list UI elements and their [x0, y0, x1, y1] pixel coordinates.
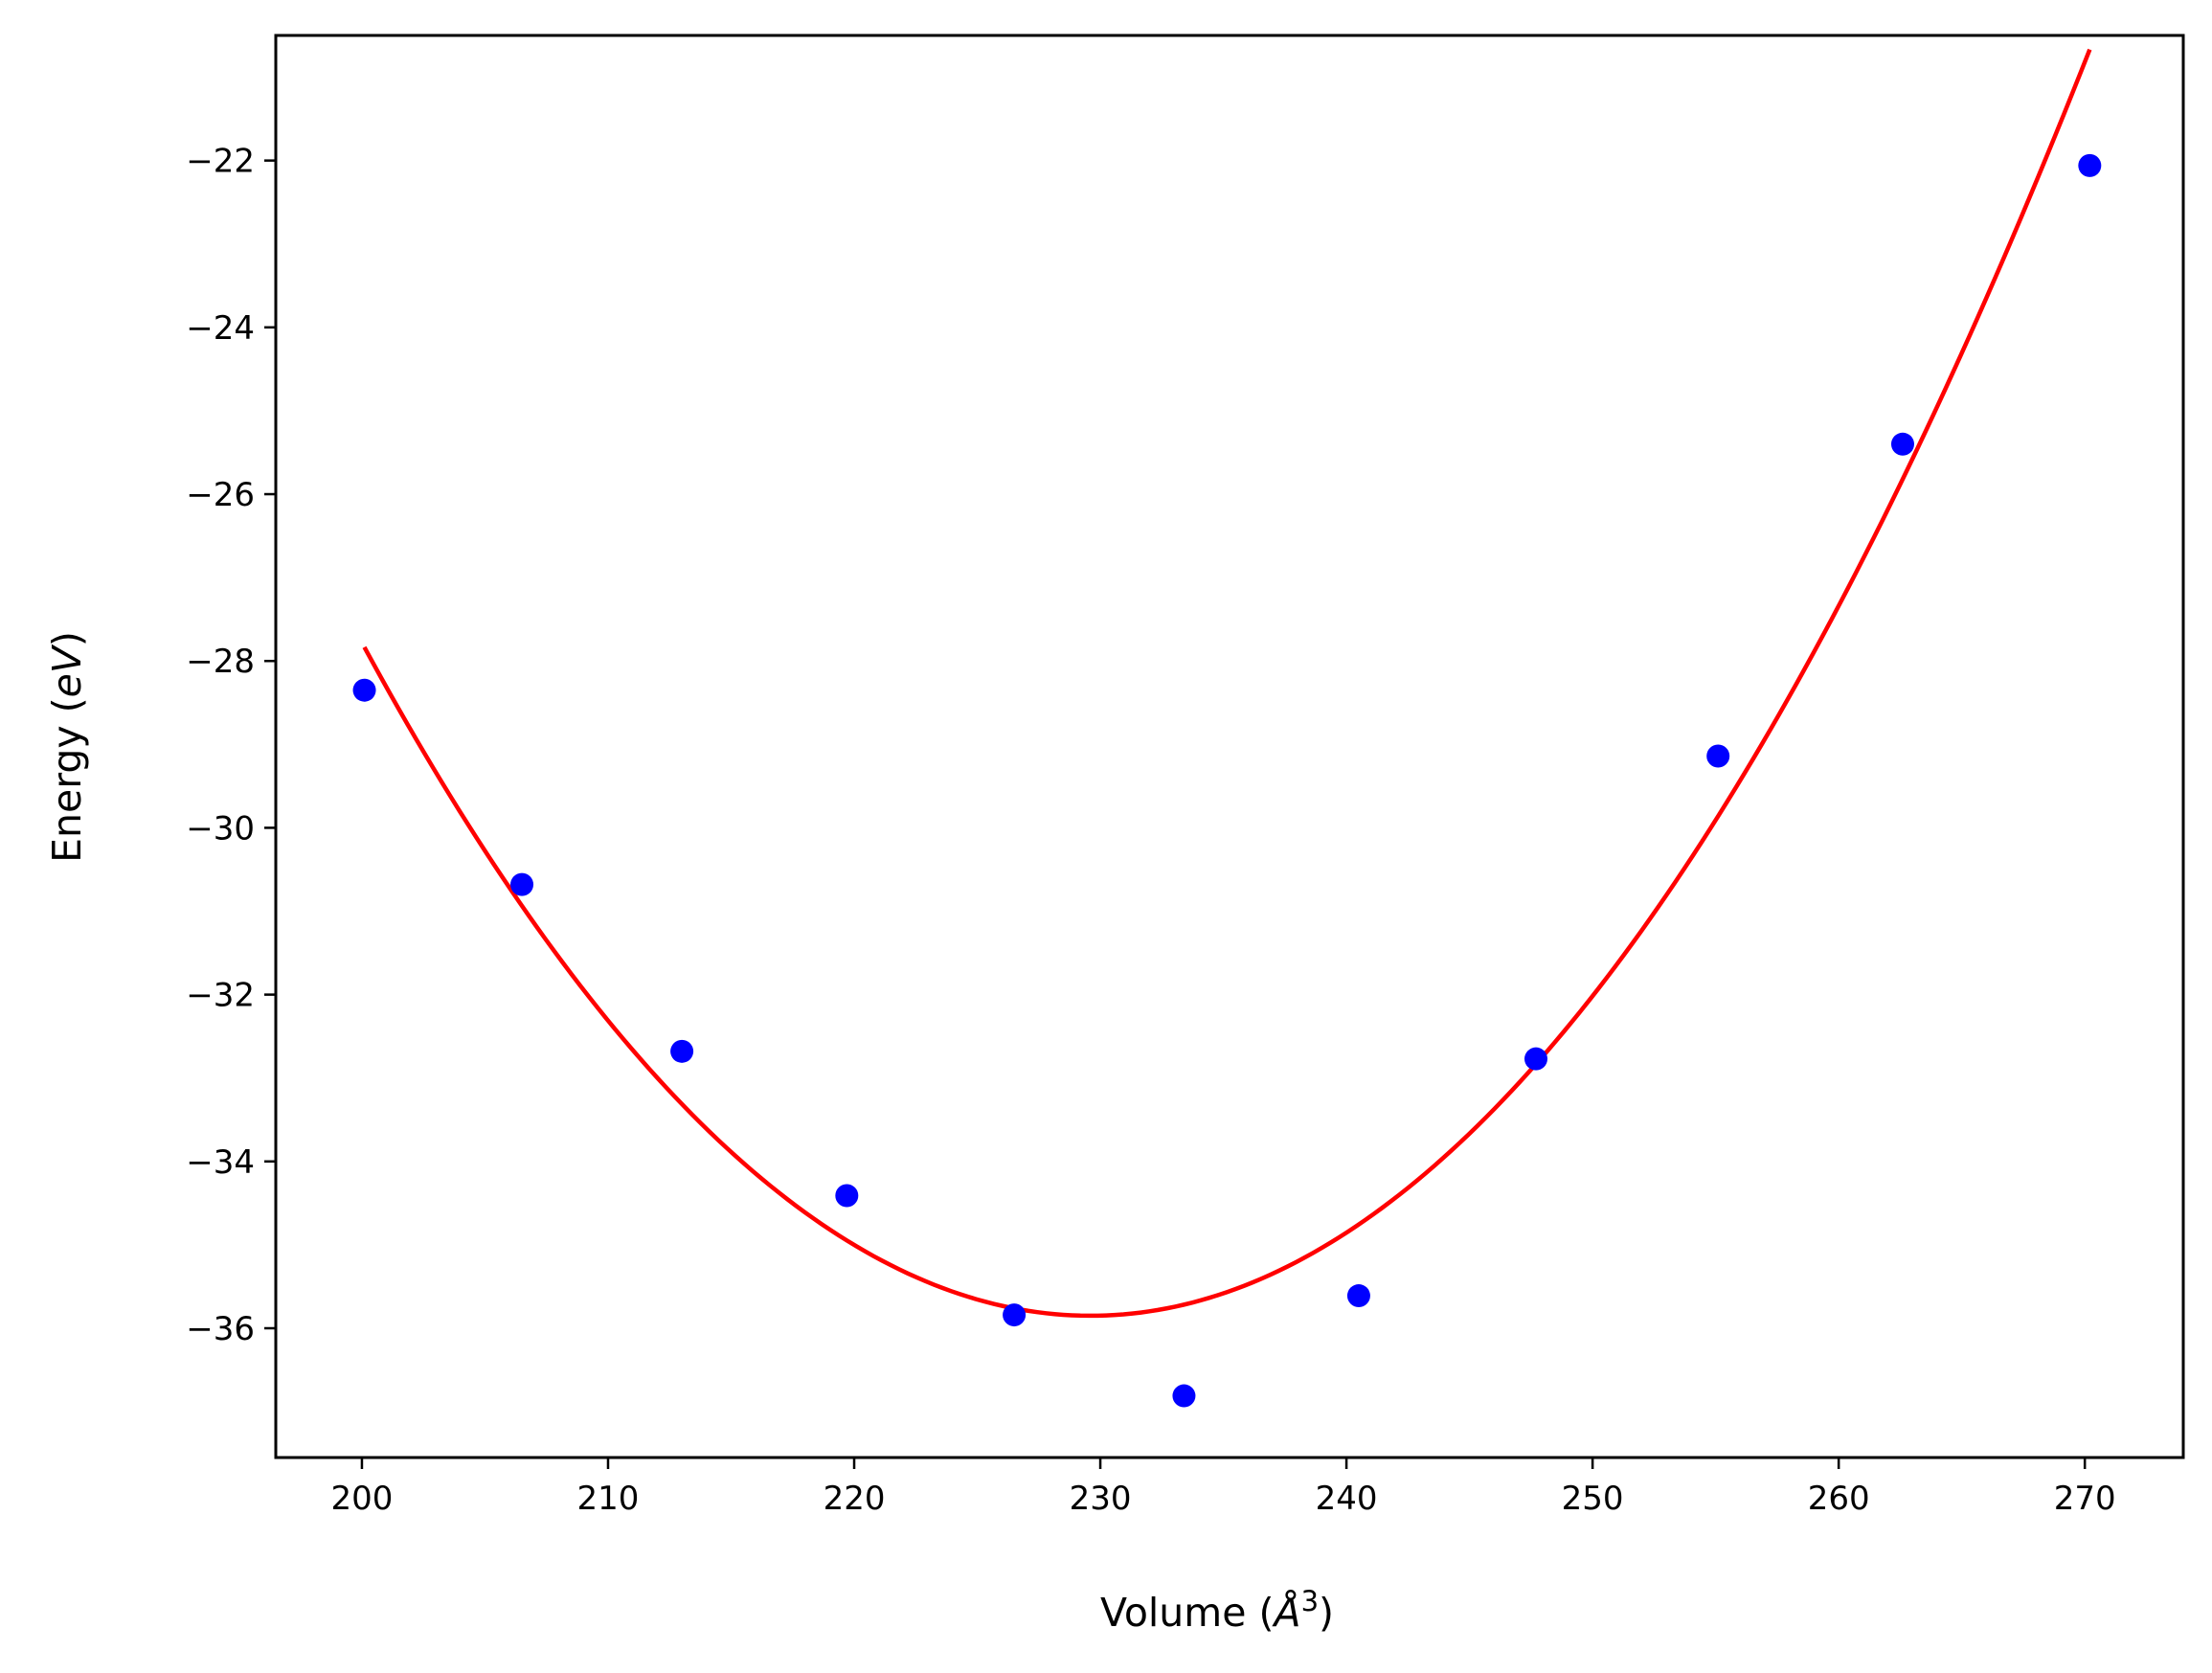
- fit-curve: [362, 48, 2092, 1319]
- data-point: [2078, 153, 2102, 177]
- y-tick-label: −36: [186, 1310, 255, 1348]
- x-tick-label: 210: [577, 1480, 640, 1518]
- x-axis-label: Volume (Å3): [1100, 1585, 1334, 1636]
- x-tick-label: 240: [1316, 1480, 1378, 1518]
- x-tick-label: 200: [331, 1480, 394, 1518]
- y-axis: −22 −24 −26 −28 −30 −32 −34 −36: [186, 143, 276, 1348]
- data-point: [1003, 1303, 1027, 1327]
- y-axis-label: Energy (eV): [44, 631, 90, 863]
- x-axis: 200 210 220 230 240 250 260 270: [331, 1458, 2116, 1518]
- data-point: [670, 1039, 694, 1063]
- y-tick-label: −32: [186, 977, 255, 1015]
- y-tick-label: −34: [186, 1143, 255, 1182]
- data-point: [352, 678, 376, 702]
- x-tick-label: 230: [1070, 1480, 1132, 1518]
- plot-area: [352, 48, 2102, 1408]
- y-tick-label: −30: [186, 809, 255, 848]
- data-point: [1524, 1047, 1548, 1071]
- data-point: [1172, 1384, 1196, 1408]
- data-point: [510, 872, 534, 896]
- data-point: [835, 1184, 859, 1208]
- y-tick-label: −28: [186, 643, 255, 681]
- y-tick-label: −26: [186, 476, 255, 514]
- data-point: [1890, 432, 1914, 456]
- y-tick-label: −24: [186, 309, 255, 348]
- x-tick-label: 260: [1808, 1480, 1870, 1518]
- x-tick-label: 250: [1562, 1480, 1624, 1518]
- plot-frame: [274, 34, 2185, 1459]
- data-point: [1346, 1284, 1370, 1308]
- y-tick-label: −22: [186, 143, 255, 181]
- x-tick-label: 270: [2054, 1480, 2116, 1518]
- data-point: [1706, 744, 1730, 768]
- x-tick-label: 220: [824, 1480, 886, 1518]
